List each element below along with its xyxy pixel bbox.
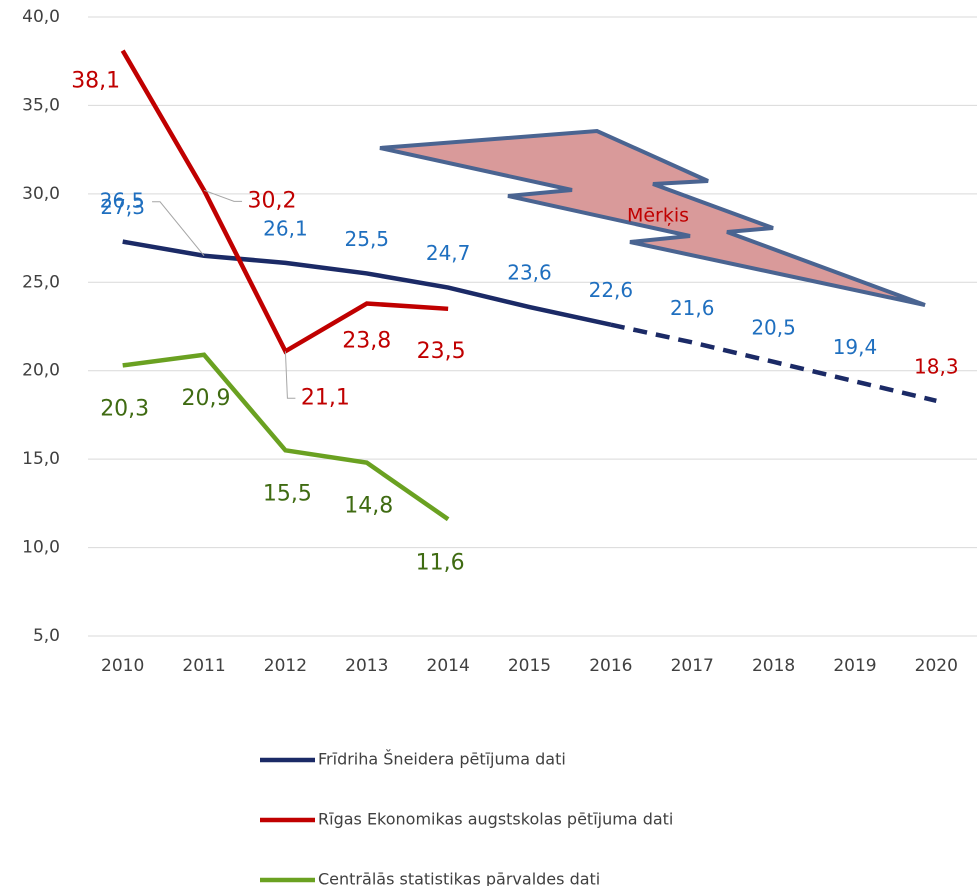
data-label: 15,5 [263,481,312,506]
x-tick-label: 2014 [427,656,470,676]
legend-label: Frīdriha Šneidera pētījuma dati [318,750,566,769]
data-label: 26,5 [100,188,145,212]
data-label: 21,6 [670,296,715,320]
x-tick-label: 2013 [345,656,388,676]
data-label: 26,1 [263,216,308,240]
x-tick-label: 2017 [671,656,714,676]
x-tick-label: 2012 [264,656,307,676]
data-label: 23,8 [342,329,391,354]
data-label: 20,9 [182,386,231,411]
data-label: 20,5 [751,315,796,339]
data-label: 23,5 [417,339,466,364]
data-label: 23,6 [507,261,552,285]
data-label: 22,6 [589,278,634,302]
series-line [122,352,450,522]
series-line [120,49,449,355]
data-label: 38,1 [71,69,120,94]
series-line [610,322,937,403]
legend-label: Rīgas Ekonomikas augstskolas pētījuma da… [318,810,673,829]
data-label: 24,7 [426,241,471,265]
x-tick-label: 2019 [833,656,876,676]
data-label: 19,4 [833,335,878,359]
x-tick-label: 2010 [101,656,144,676]
y-tick-label: 20,0 [22,361,60,381]
x-tick-label: 2016 [589,656,632,676]
x-tick-label: 2018 [752,656,795,676]
y-tick-label: 10,0 [22,538,60,558]
data-label: 30,2 [248,188,297,213]
data-label: 21,1 [301,385,350,410]
legend-label: Centrālās statistikas pārvaldes dati [318,870,600,887]
y-tick-label: 35,0 [22,95,60,115]
y-tick-label: 5,0 [33,626,60,646]
target-bolt [379,128,926,307]
data-label: 27,3 [100,195,145,219]
y-tick-label: 15,0 [22,449,60,469]
data-label: 25,5 [345,227,390,251]
annotation: Mērķis [627,205,689,227]
data-label: 14,8 [344,494,393,519]
data-label: 20,3 [100,396,149,421]
leader-line [284,351,296,399]
data-label: 18,3 [914,354,959,378]
y-tick-label: 25,0 [22,272,60,292]
data-label: 11,6 [416,550,465,575]
y-tick-label: 40,0 [22,7,60,27]
x-tick-label: 2011 [182,656,225,676]
leader-line [203,189,243,202]
x-tick-label: 2015 [508,656,551,676]
y-tick-label: 30,0 [22,184,60,204]
leader-line [152,201,205,257]
x-tick-label: 2020 [915,656,958,676]
